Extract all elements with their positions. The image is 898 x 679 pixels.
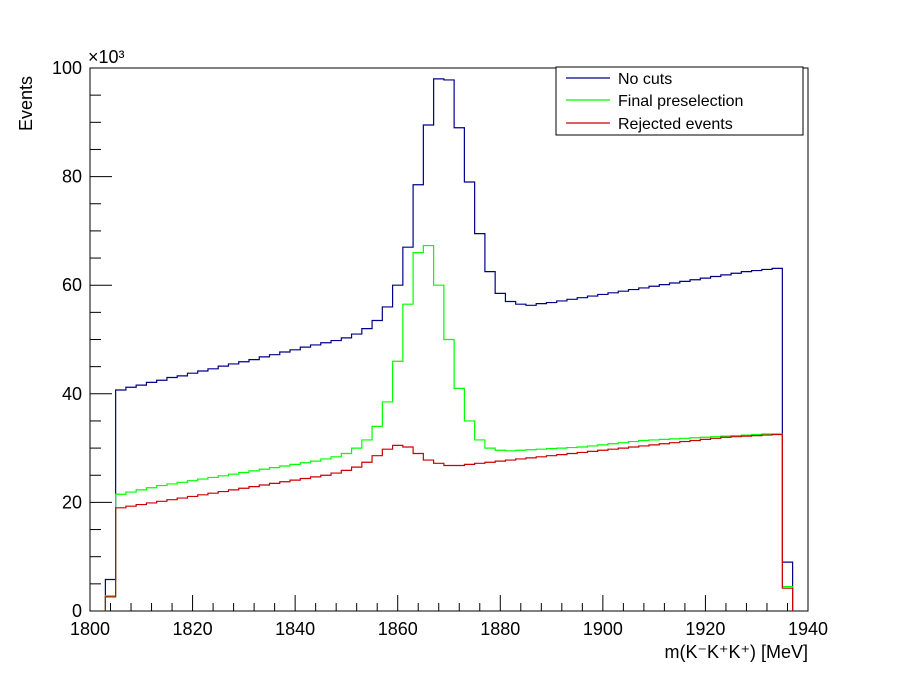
y-tick-label: 60	[62, 275, 82, 295]
y-tick-label: 40	[62, 384, 82, 404]
legend-label-no-cuts: No cuts	[618, 71, 672, 88]
x-tick-label: 1940	[788, 619, 828, 639]
y-tick-label: 0	[72, 601, 82, 621]
x-tick-label: 1800	[70, 619, 110, 639]
y-multiplier-label: ×10³	[88, 47, 125, 67]
x-tick-label: 1860	[378, 619, 418, 639]
x-axis-title: m(K⁻K⁺K⁺) [MeV]	[664, 642, 808, 662]
legend: No cuts Final preselection Rejected even…	[556, 67, 803, 135]
legend-label-rejected-events: Rejected events	[618, 116, 733, 133]
y-tick-label: 80	[62, 167, 82, 187]
x-tick-label: 1880	[480, 619, 520, 639]
legend-label-final-preselection: Final preselection	[618, 93, 743, 110]
y-axis-title: Events	[16, 76, 36, 131]
x-tick-label: 1900	[583, 619, 623, 639]
x-tick-label: 1840	[275, 619, 315, 639]
y-tick-label: 20	[62, 492, 82, 512]
y-tick-label: 100	[52, 58, 82, 78]
x-tick-label: 1820	[173, 619, 213, 639]
x-tick-label: 1920	[685, 619, 725, 639]
